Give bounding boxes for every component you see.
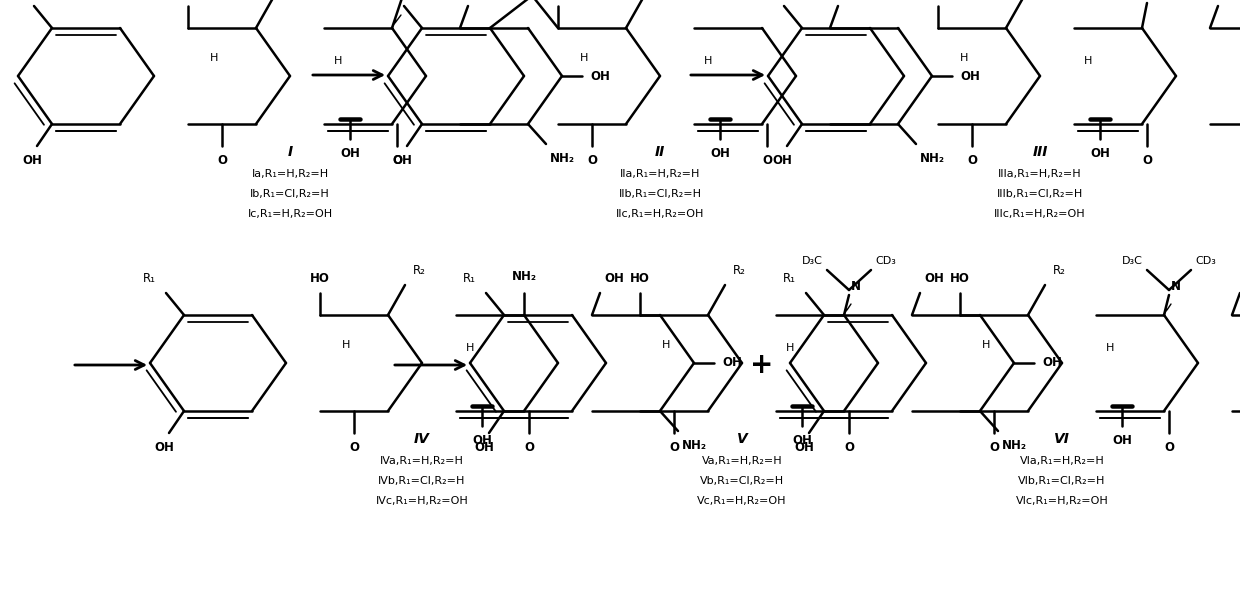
Text: O: O	[763, 154, 773, 167]
Text: OH: OH	[604, 272, 624, 285]
Text: D₃C: D₃C	[1122, 256, 1143, 266]
Text: OH: OH	[340, 147, 360, 160]
Text: IVc,R₁=H,R₂=OH: IVc,R₁=H,R₂=OH	[376, 496, 469, 506]
Text: OH: OH	[392, 154, 412, 167]
Text: HO: HO	[310, 272, 330, 285]
Text: Vc,R₁=H,R₂=OH: Vc,R₁=H,R₂=OH	[697, 496, 786, 506]
Text: O: O	[967, 154, 977, 167]
Text: OH: OH	[711, 147, 730, 160]
Text: N: N	[404, 0, 414, 1]
Text: O: O	[990, 441, 999, 454]
Text: OH: OH	[924, 272, 944, 285]
Text: R₁: R₁	[782, 272, 796, 285]
Text: II: II	[655, 145, 665, 159]
Text: R₁: R₁	[463, 272, 476, 285]
Text: O: O	[392, 154, 402, 167]
Text: H: H	[662, 340, 670, 350]
Text: NH₂: NH₂	[920, 152, 945, 165]
Text: CD₃: CD₃	[1195, 256, 1216, 266]
Text: OH: OH	[722, 356, 742, 370]
Text: IIIb,R₁=Cl,R₂=H: IIIb,R₁=Cl,R₂=H	[997, 189, 1083, 199]
Text: III: III	[1033, 145, 1048, 159]
Text: NH₂: NH₂	[1002, 439, 1027, 452]
Text: +: +	[750, 351, 774, 379]
Text: H: H	[786, 343, 794, 353]
Text: IIa,R₁=H,R₂=H: IIa,R₁=H,R₂=H	[620, 169, 701, 179]
Text: R₁: R₁	[143, 272, 156, 285]
Text: Va,R₁=H,R₂=H: Va,R₁=H,R₂=H	[702, 456, 782, 466]
Text: OH: OH	[1090, 147, 1110, 160]
Text: IIIc,R₁=H,R₂=OH: IIIc,R₁=H,R₂=OH	[994, 209, 1086, 219]
Text: NH₂: NH₂	[511, 270, 537, 283]
Text: H: H	[1106, 343, 1115, 353]
Text: VIa,R₁=H,R₂=H: VIa,R₁=H,R₂=H	[1019, 456, 1105, 466]
Text: VIb,R₁=Cl,R₂=H: VIb,R₁=Cl,R₂=H	[1018, 476, 1106, 486]
Text: N: N	[1171, 280, 1180, 293]
Text: IIc,R₁=H,R₂=OH: IIc,R₁=H,R₂=OH	[616, 209, 704, 219]
Text: H: H	[704, 56, 712, 66]
Text: Ic,R₁=H,R₂=OH: Ic,R₁=H,R₂=OH	[248, 209, 332, 219]
Text: O: O	[1142, 154, 1152, 167]
Text: I: I	[288, 145, 293, 159]
Text: Vb,R₁=Cl,R₂=H: Vb,R₁=Cl,R₂=H	[699, 476, 784, 486]
Text: OH: OH	[773, 154, 792, 167]
Text: OH: OH	[472, 434, 492, 447]
Text: H: H	[466, 343, 474, 353]
Text: HO: HO	[630, 272, 650, 285]
Text: IVb,R₁=Cl,R₂=H: IVb,R₁=Cl,R₂=H	[378, 476, 466, 486]
Text: HO: HO	[950, 272, 970, 285]
Text: H: H	[342, 340, 350, 350]
Text: O: O	[217, 154, 227, 167]
Text: O: O	[348, 441, 360, 454]
Text: NH₂: NH₂	[682, 439, 707, 452]
Text: OH: OH	[1042, 356, 1061, 370]
Text: H: H	[334, 56, 342, 66]
Text: H: H	[580, 53, 588, 63]
Text: O: O	[587, 154, 596, 167]
Text: Ib,R₁=Cl,R₂=H: Ib,R₁=Cl,R₂=H	[250, 189, 330, 199]
Text: Ia,R₁=H,R₂=H: Ia,R₁=H,R₂=H	[252, 169, 329, 179]
Text: OH: OH	[792, 434, 812, 447]
Text: IIb,R₁=Cl,R₂=H: IIb,R₁=Cl,R₂=H	[619, 189, 702, 199]
Text: OH: OH	[1112, 434, 1132, 447]
Text: H: H	[1084, 56, 1092, 66]
Text: R₂: R₂	[733, 264, 746, 277]
Text: OH: OH	[590, 69, 610, 83]
Text: R₂: R₂	[1053, 264, 1066, 277]
Text: D₃C: D₃C	[802, 256, 823, 266]
Text: VI: VI	[1054, 432, 1070, 446]
Text: R₂: R₂	[413, 264, 425, 277]
Text: N: N	[851, 280, 861, 293]
Text: OH: OH	[474, 441, 494, 454]
Text: OH: OH	[794, 441, 813, 454]
Text: H: H	[210, 53, 218, 63]
Text: OH: OH	[22, 154, 42, 167]
Text: CD₃: CD₃	[875, 256, 895, 266]
Text: O: O	[844, 441, 854, 454]
Text: O: O	[525, 441, 534, 454]
Text: IVa,R₁=H,R₂=H: IVa,R₁=H,R₂=H	[381, 456, 464, 466]
Text: O: O	[670, 441, 680, 454]
Text: VIc,R₁=H,R₂=OH: VIc,R₁=H,R₂=OH	[1016, 496, 1109, 506]
Text: OH: OH	[960, 69, 980, 83]
Text: V: V	[737, 432, 748, 446]
Text: O: O	[1164, 441, 1174, 454]
Text: H: H	[960, 53, 968, 63]
Text: IV: IV	[414, 432, 430, 446]
Text: IIIa,R₁=H,R₂=H: IIIa,R₁=H,R₂=H	[998, 169, 1081, 179]
Text: H: H	[982, 340, 991, 350]
Text: OH: OH	[154, 441, 174, 454]
Text: NH₂: NH₂	[551, 152, 575, 165]
